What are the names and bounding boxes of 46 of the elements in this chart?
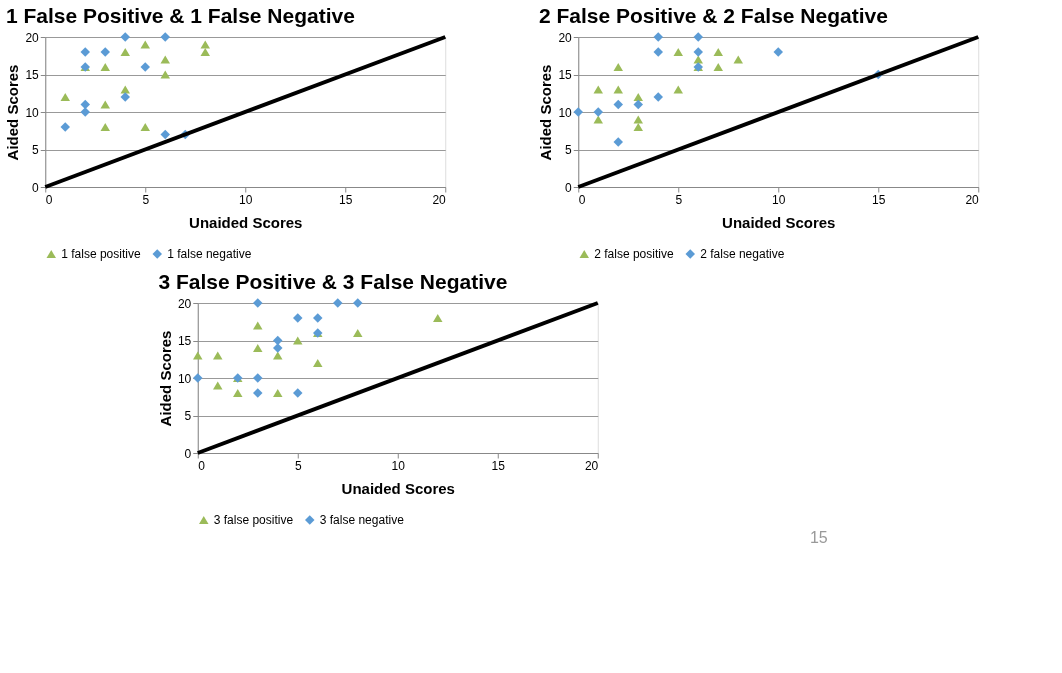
y-tick-label: 10 — [558, 105, 573, 120]
legend-label: 1 false positive — [61, 247, 141, 261]
legend-label: 1 false negative — [167, 247, 252, 261]
x-tick-label: 5 — [675, 192, 683, 207]
x-tick-label: 5 — [294, 458, 302, 473]
y-tick-label: 10 — [177, 371, 192, 386]
x-tick-label: 10 — [239, 192, 253, 207]
y-tick-label: 0 — [184, 446, 192, 461]
y-axis-title: Aided Scores — [156, 330, 174, 427]
x-tick-label: 15 — [339, 192, 353, 207]
x-tick-label: 0 — [45, 192, 53, 207]
y-tick-label: 5 — [565, 143, 573, 157]
x-tick-label: 10 — [391, 458, 406, 473]
x-tick-label: 10 — [772, 192, 786, 207]
y-tick-label: 5 — [184, 409, 192, 423]
y-tick-label: 20 — [177, 296, 192, 311]
x-tick-label: 0 — [198, 458, 206, 473]
x-tick-label: 20 — [432, 192, 447, 207]
x-tick-label: 5 — [142, 192, 150, 207]
y-tick-label: 0 — [565, 180, 573, 195]
y-tick-label: 20 — [558, 30, 573, 45]
x-tick-label: 20 — [965, 192, 980, 207]
chart-title: 1 False Positive & 1 False Negative — [5, 4, 355, 27]
y-tick-label: 15 — [558, 68, 573, 82]
y-tick-label: 15 — [177, 334, 192, 348]
legend-label: 3 false positive — [213, 513, 294, 527]
x-axis-title: Unaided Scores — [341, 479, 455, 497]
x-tick-label: 0 — [578, 192, 586, 207]
y-tick-label: 10 — [25, 105, 40, 120]
x-tick-label: 15 — [491, 458, 506, 473]
chart-title: 3 False Positive & 3 False Negative — [158, 270, 508, 293]
x-tick-label: 15 — [872, 192, 886, 207]
x-axis-title: Unaided Scores — [189, 213, 303, 231]
y-tick-label: 5 — [32, 143, 40, 157]
legend-label: 2 false negative — [700, 247, 785, 261]
x-tick-label: 20 — [584, 458, 599, 473]
y-tick-label: 15 — [25, 68, 40, 82]
text: 15 — [809, 529, 828, 546]
y-tick-label: 0 — [32, 180, 40, 195]
legend-label: 2 false positive — [594, 247, 674, 261]
y-tick-label: 20 — [25, 30, 40, 45]
y-axis-title: Aided Scores — [4, 64, 22, 161]
legend-label: 3 false negative — [319, 513, 405, 527]
y-axis-title: Aided Scores — [537, 64, 555, 161]
x-axis-title: Unaided Scores — [722, 213, 836, 231]
chart-title: 2 False Positive & 2 False Negative — [538, 4, 888, 27]
